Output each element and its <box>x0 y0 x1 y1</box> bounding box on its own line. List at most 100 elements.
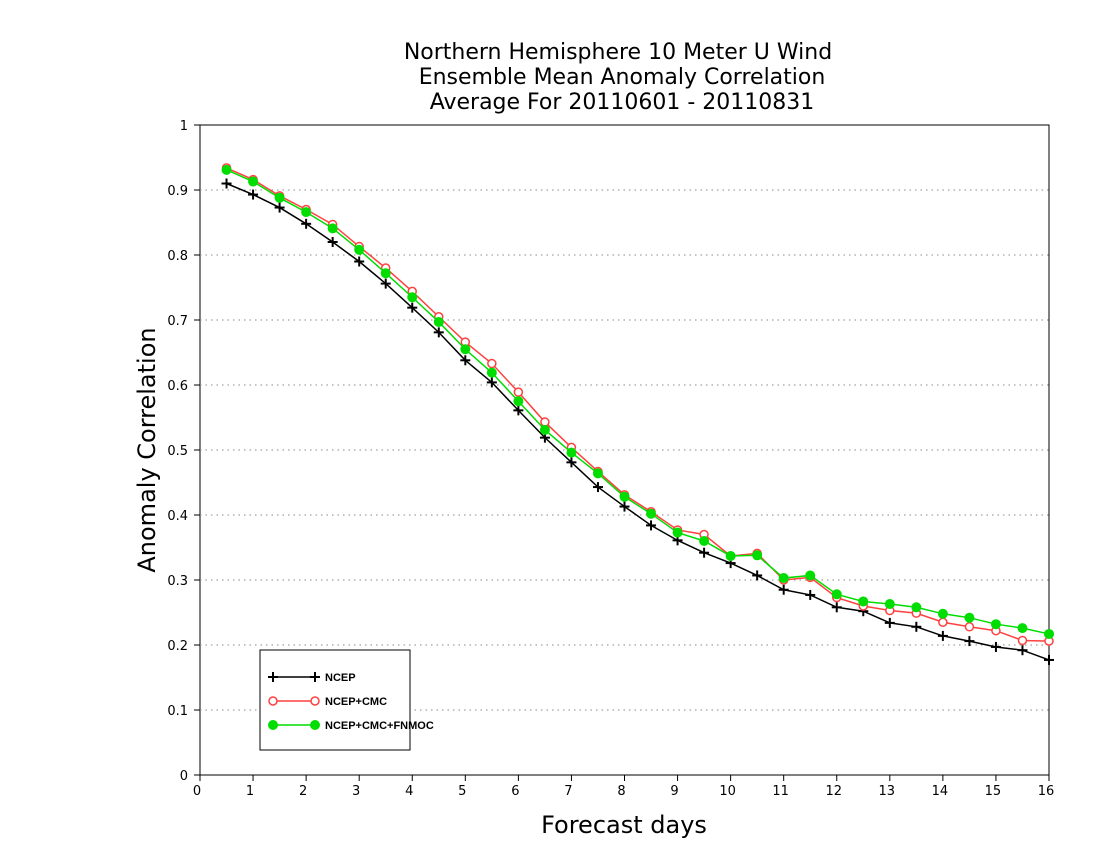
data-point-ncep <box>566 457 577 468</box>
data-point-ncep-cmc <box>513 387 524 397</box>
y-tick-label: 0.9 <box>167 184 188 199</box>
data-point-ncep <box>619 501 630 512</box>
y-tick-label: 0.8 <box>167 249 188 264</box>
x-tick-label: 15 <box>985 784 1002 799</box>
x-tick-label: 0 <box>193 784 201 799</box>
y-tick-label: 0.6 <box>167 379 188 394</box>
data-point-ncep-cmc-fnmoc <box>1044 628 1054 639</box>
data-point-ncep-cmc-fnmoc <box>699 536 710 546</box>
series-ncep-cmc-fnmoc <box>221 164 1054 639</box>
y-tick-label: 0.5 <box>167 444 188 459</box>
grid-lines <box>200 189 1049 711</box>
legend-marker <box>310 672 320 682</box>
data-point-ncep <box>407 302 418 313</box>
data-point-ncep-cmc-fnmoc <box>831 589 842 600</box>
data-point-ncep <box>937 630 948 641</box>
data-point-ncep <box>752 570 763 581</box>
y-tick-label: 0.4 <box>167 509 188 524</box>
data-point-ncep-cmc-fnmoc <box>778 573 789 584</box>
data-point-ncep <box>805 589 816 600</box>
data-point-ncep-cmc-fnmoc <box>646 508 657 519</box>
x-tick-label: 13 <box>879 784 896 799</box>
data-point-ncep-cmc <box>964 622 975 632</box>
data-point-ncep-cmc <box>540 417 550 427</box>
data-point-ncep <box>592 482 603 493</box>
x-tick-label: 9 <box>670 784 678 799</box>
series-line-ncep-cmc <box>226 167 1050 642</box>
x-tick-label: 7 <box>564 784 572 799</box>
data-point-ncep-cmc-fnmoc <box>380 268 391 279</box>
data-point-ncep <box>699 547 710 558</box>
y-tick-label: 0.3 <box>167 574 188 589</box>
data-point-ncep <box>274 202 285 213</box>
chart-title: Northern Hemisphere 10 Meter U Wind Ense… <box>404 40 832 115</box>
legend-label: NCEP <box>325 672 356 684</box>
x-axis-title: Forecast days <box>541 811 707 839</box>
x-tick-label: 12 <box>825 784 842 799</box>
data-point-ncep-cmc-fnmoc <box>884 599 895 610</box>
data-point-ncep-cmc-fnmoc <box>592 468 603 479</box>
data-point-ncep <box>778 584 789 595</box>
legend-item-ncep: NCEP <box>268 672 356 684</box>
x-tick-label: 10 <box>719 784 736 799</box>
y-tick-label: 0.2 <box>167 639 188 654</box>
legend: NCEP NCEP+CMC NCEP+CMC+FNMOC <box>259 649 434 751</box>
data-point-ncep <box>301 218 312 229</box>
data-point-ncep <box>911 621 922 632</box>
x-axis-ticks: 0 1 2 3 4 5 6 7 8 9 10 11 12 13 14 15 16 <box>193 775 1054 799</box>
data-point-ncep-cmc-fnmoc <box>433 316 444 327</box>
x-tick-label: 5 <box>458 784 466 799</box>
legend-marker <box>268 672 278 682</box>
data-point-ncep-cmc-fnmoc <box>539 424 550 435</box>
x-tick-label: 11 <box>772 784 789 799</box>
data-point-ncep <box>1044 654 1054 665</box>
data-point-ncep <box>221 178 232 189</box>
series-line-ncep <box>226 182 1050 661</box>
x-tick-label: 3 <box>352 784 360 799</box>
data-point-ncep-cmc-fnmoc <box>725 550 736 561</box>
legend-marker <box>310 720 320 730</box>
data-point-ncep <box>1017 645 1028 656</box>
legend-box <box>259 649 411 751</box>
series-ncep <box>221 178 1054 665</box>
legend-marker <box>268 696 278 706</box>
data-point-ncep-cmc-fnmoc <box>248 176 259 187</box>
data-point-ncep <box>990 641 1001 652</box>
data-point-ncep <box>327 237 338 247</box>
y-tick-label: 1 <box>180 119 188 134</box>
legend-label: NCEP+CMC <box>325 696 387 708</box>
legend-marker <box>268 720 278 730</box>
y-tick-label: 0 <box>180 769 188 784</box>
legend-label: NCEP+CMC+FNMOC <box>325 720 434 732</box>
data-point-ncep-cmc-fnmoc <box>858 596 869 607</box>
title-line-2: Ensemble Mean Anomaly Correlation <box>419 65 826 90</box>
x-tick-label: 14 <box>932 784 949 799</box>
data-point-ncep <box>460 355 471 366</box>
data-point-ncep <box>380 278 391 289</box>
data-point-ncep-cmc-fnmoc <box>327 223 338 234</box>
data-point-ncep <box>964 636 975 647</box>
data-point-ncep-cmc-fnmoc <box>566 447 577 458</box>
x-tick-label: 4 <box>405 784 413 799</box>
data-point-ncep <box>354 256 365 267</box>
y-axis-title: Anomaly Correlation <box>133 327 161 572</box>
legend-item-ncep-cmc: NCEP+CMC <box>268 696 387 708</box>
data-point-ncep-cmc-fnmoc <box>301 207 312 218</box>
x-tick-label: 6 <box>511 784 519 799</box>
data-point-ncep-cmc-fnmoc <box>964 612 975 623</box>
data-point-ncep-cmc-fnmoc <box>911 602 922 613</box>
data-point-ncep-cmc-fnmoc <box>672 527 683 538</box>
data-point-ncep-cmc-fnmoc <box>486 367 497 378</box>
data-point-ncep-cmc-fnmoc <box>460 344 471 355</box>
data-point-ncep <box>884 617 895 628</box>
y-tick-label: 0.1 <box>167 704 188 719</box>
data-point-ncep-cmc-fnmoc <box>274 192 285 203</box>
data-point-ncep-cmc <box>487 358 497 369</box>
data-point-ncep <box>831 602 842 613</box>
data-point-ncep-cmc-fnmoc <box>805 570 816 581</box>
data-point-ncep <box>486 377 497 388</box>
data-point-ncep-cmc-fnmoc <box>513 396 524 407</box>
data-point-ncep-cmc-fnmoc <box>937 608 948 619</box>
series-ncep-cmc <box>221 163 1054 646</box>
data-point-ncep <box>646 520 657 531</box>
